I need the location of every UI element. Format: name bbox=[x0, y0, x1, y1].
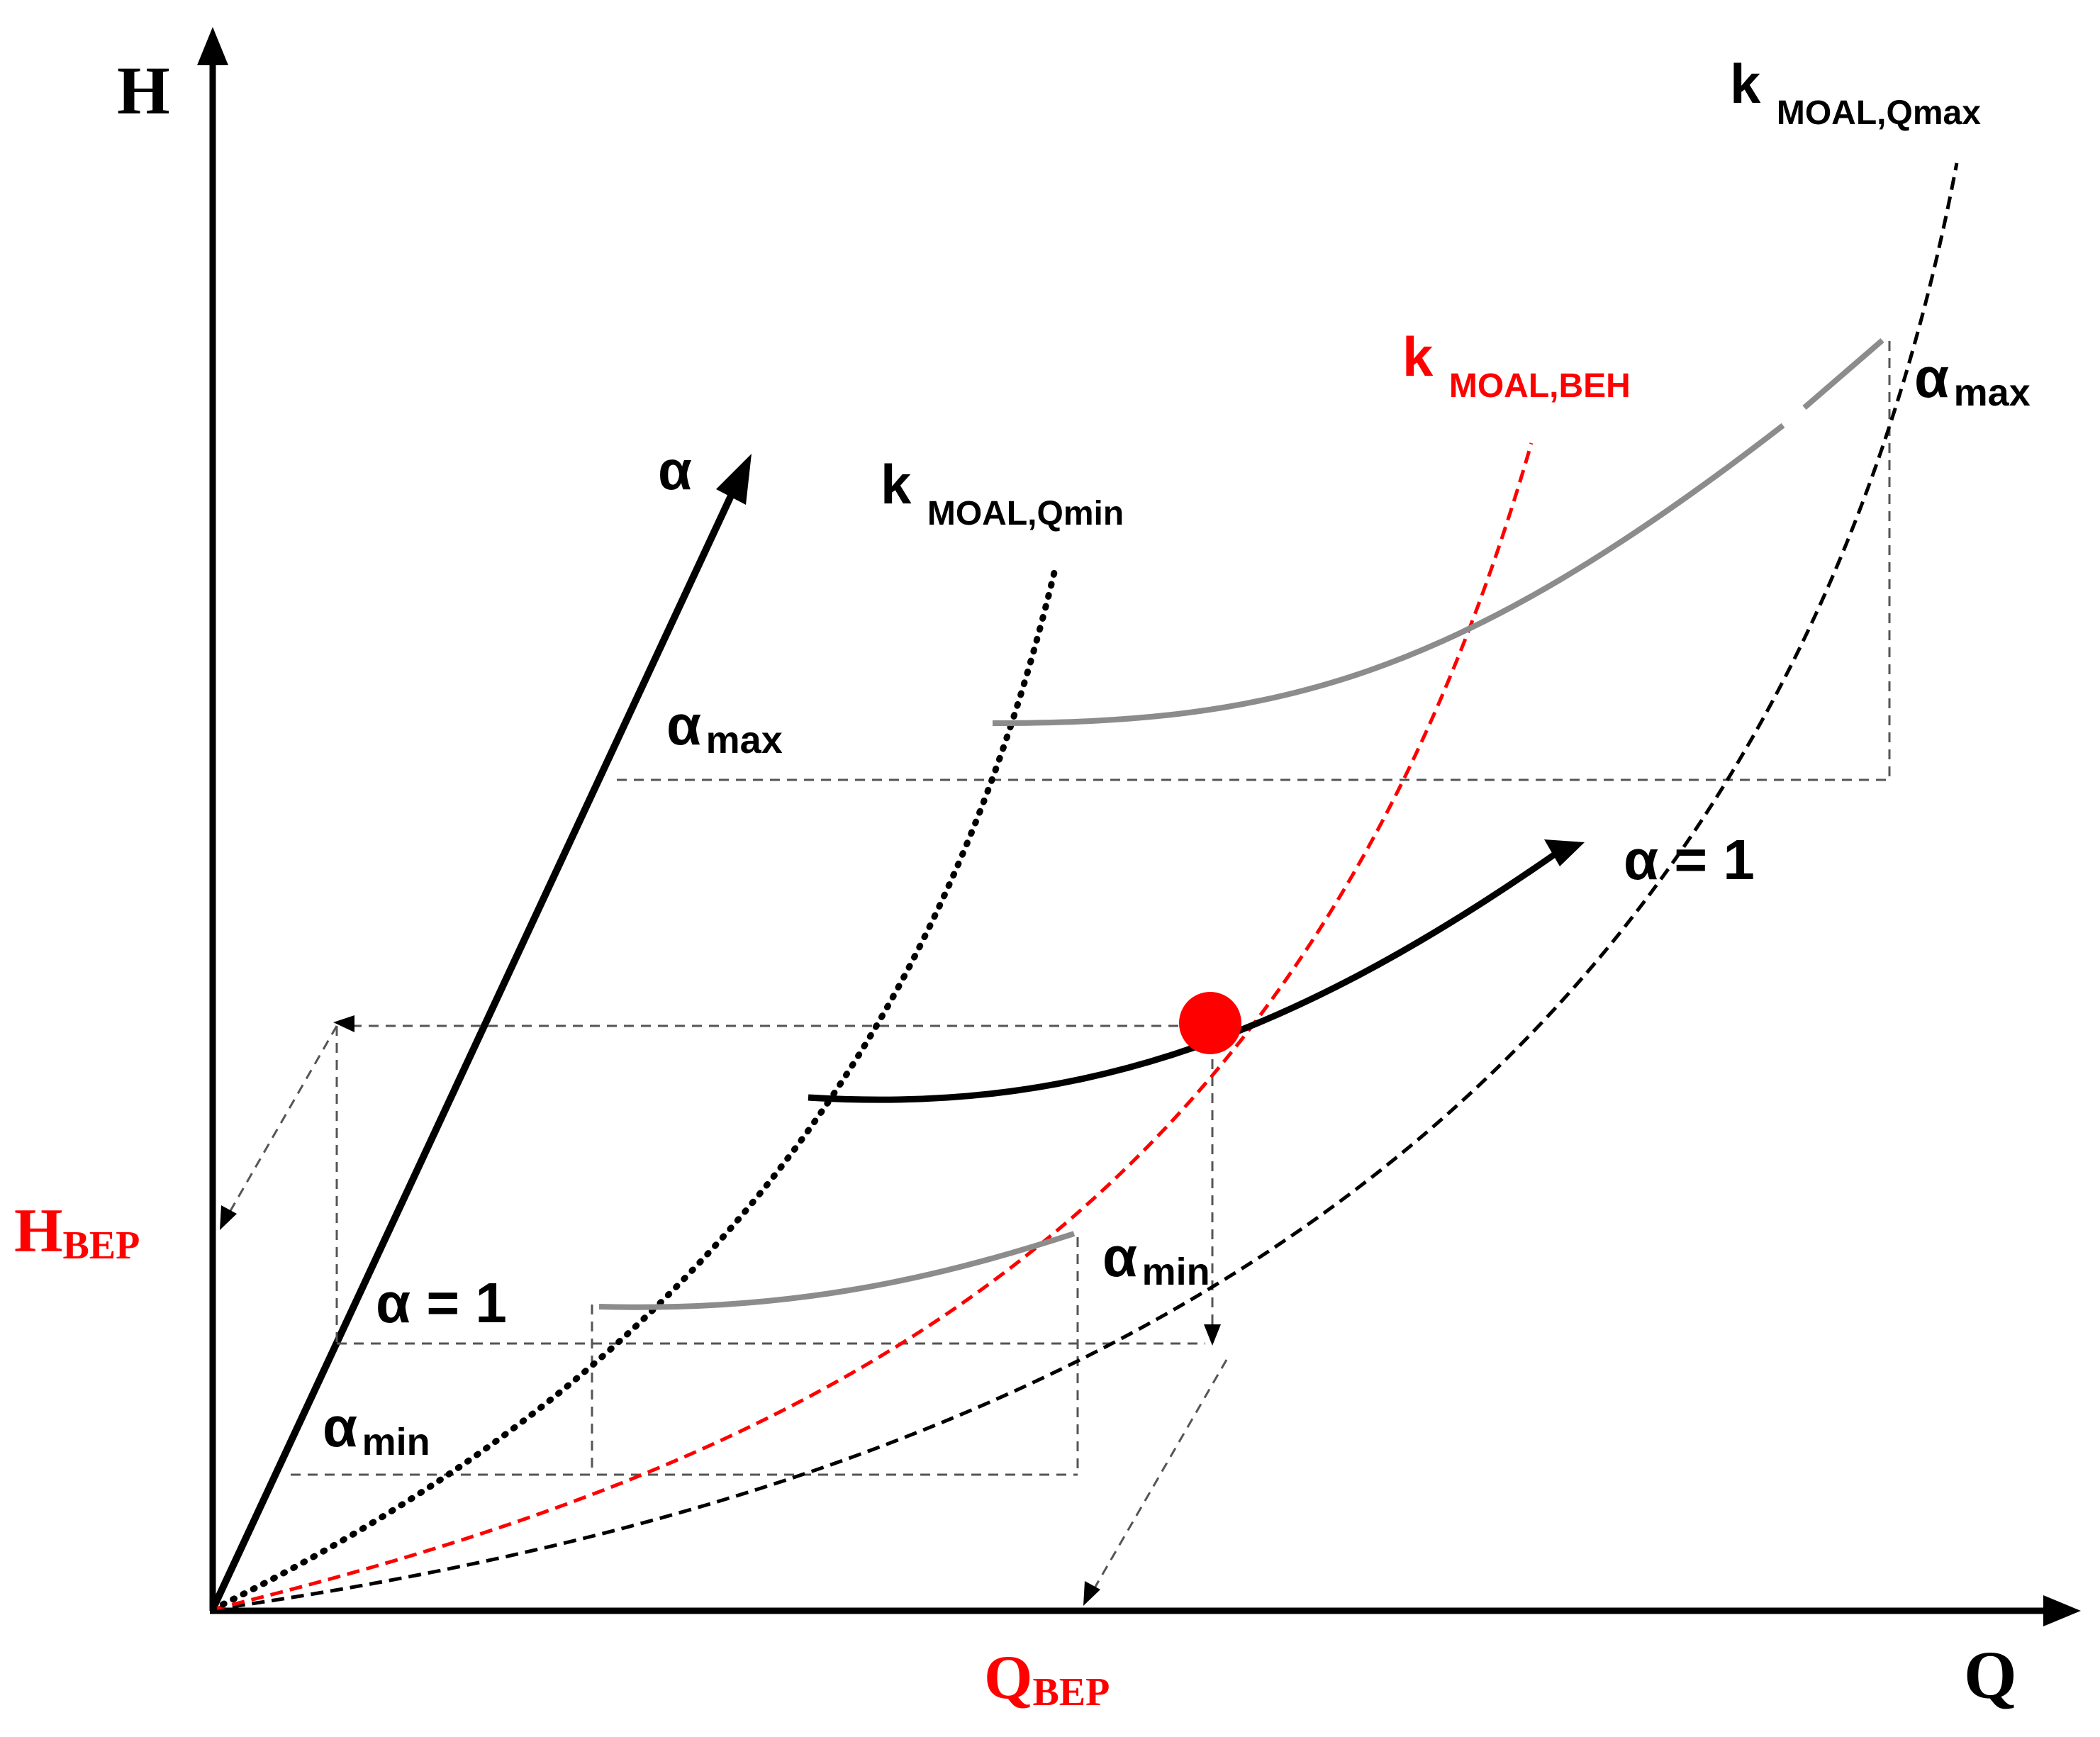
k-qmax-label: k MOAL,Qmax bbox=[1730, 52, 1981, 132]
alpha-max-guide bbox=[617, 340, 1891, 781]
alpha-min-curve bbox=[598, 1231, 1076, 1310]
h-axis-label: H bbox=[117, 52, 170, 128]
alpha-axis-arrowhead bbox=[716, 454, 752, 505]
q-bep-label: QBEP bbox=[984, 1643, 1110, 1714]
h-axis-arrowhead bbox=[197, 27, 228, 65]
k-beh-label: k MOAL,BEH bbox=[1402, 325, 1631, 405]
qbep-slanted-guide bbox=[1089, 1359, 1228, 1596]
h-bep-label: HBEP bbox=[14, 1197, 140, 1268]
alpha-axis bbox=[209, 480, 741, 1612]
hbep-slanted-guide bbox=[224, 1025, 338, 1220]
hbep-slanted-arrow bbox=[220, 1205, 237, 1230]
bep-point bbox=[1179, 992, 1241, 1054]
k-qmin-label: k MOAL,Qmin bbox=[881, 453, 1124, 532]
alpha-one-label-left: α = 1 bbox=[376, 1271, 507, 1334]
alpha-one-label-right: α = 1 bbox=[1624, 828, 1755, 891]
alpha-max-label-left: α max bbox=[666, 693, 783, 761]
qbep-slanted-arrow bbox=[1083, 1581, 1100, 1606]
construction-lines bbox=[224, 340, 1891, 1596]
alpha-max-curve bbox=[992, 423, 1785, 726]
bep-vertical-arrow bbox=[1204, 1324, 1221, 1346]
q-axis-arrowhead bbox=[2043, 1595, 2081, 1626]
q-axis-label: Q bbox=[1964, 1637, 2017, 1713]
alpha-max-label-right: α max bbox=[1914, 346, 2031, 414]
k-qmin-curve bbox=[209, 560, 1060, 1613]
alpha-one-curve-arrowhead bbox=[1544, 839, 1585, 866]
hbep-guide-arrow bbox=[333, 1015, 354, 1032]
k-beh-curve bbox=[212, 442, 1534, 1612]
alpha-min-label-left: α min bbox=[323, 1395, 430, 1463]
alpha-max-curve-end bbox=[1802, 337, 1884, 410]
alpha-one-curve bbox=[808, 848, 1562, 1103]
alpha-axis-label: α bbox=[658, 439, 692, 501]
alpha-min-label-right: α min bbox=[1102, 1225, 1210, 1293]
